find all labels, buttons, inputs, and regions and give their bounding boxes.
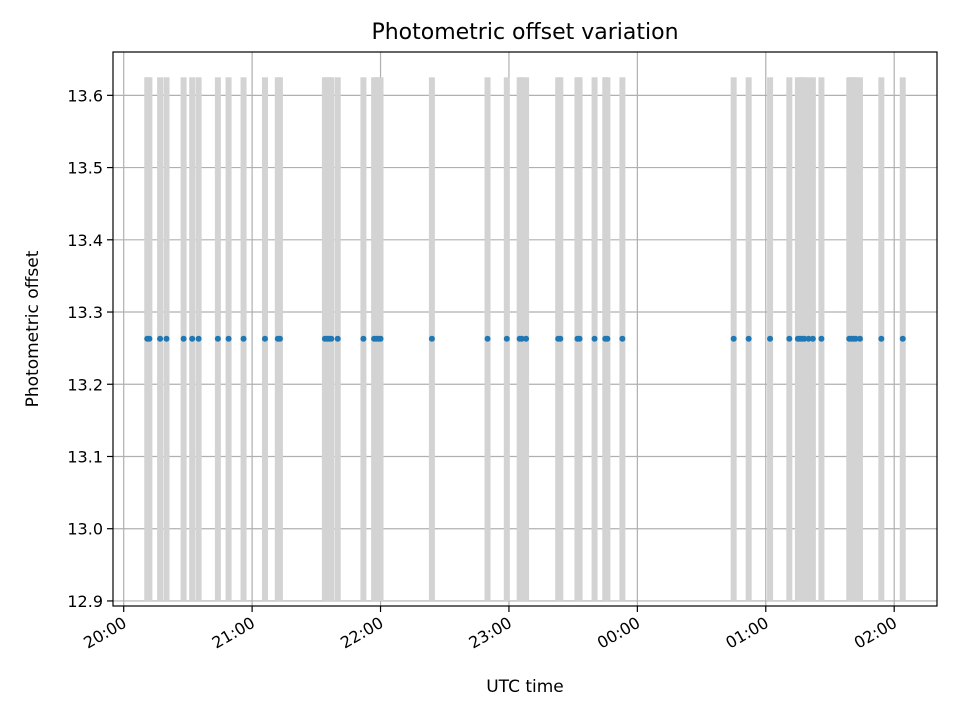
- y-tick-label: 13.3: [67, 303, 103, 322]
- data-point: [189, 335, 196, 342]
- data-point: [730, 335, 737, 342]
- data-point: [163, 335, 170, 342]
- data-point: [786, 335, 793, 342]
- data-point: [377, 335, 384, 342]
- data-point: [503, 335, 510, 342]
- data-point: [576, 335, 583, 342]
- data-point: [557, 335, 564, 342]
- data-point: [745, 335, 752, 342]
- y-tick-label: 13.1: [67, 447, 103, 466]
- plot-frame: [112, 51, 938, 607]
- data-point: [591, 335, 598, 342]
- data-point: [619, 335, 626, 342]
- y-tick-label: 13.5: [67, 159, 103, 178]
- y-tick-label: 13.2: [67, 375, 103, 394]
- data-point: [852, 335, 859, 342]
- y-tick-label: 13.0: [67, 520, 103, 539]
- data-point: [805, 335, 812, 342]
- data-point: [360, 335, 367, 342]
- data-point: [809, 335, 816, 342]
- data-point: [899, 335, 906, 342]
- data-point: [428, 335, 435, 342]
- y-tick-label: 13.4: [67, 231, 103, 250]
- data-point: [180, 335, 187, 342]
- data-point: [878, 335, 885, 342]
- data-point: [261, 335, 268, 342]
- data-point: [195, 335, 202, 342]
- data-point: [146, 335, 153, 342]
- data-point: [214, 335, 221, 342]
- data-point: [523, 335, 530, 342]
- data-point: [334, 335, 341, 342]
- data-points: [144, 335, 906, 342]
- chart-title: Photometric offset variation: [371, 20, 678, 45]
- data-point: [801, 335, 808, 342]
- data-point: [240, 335, 247, 342]
- data-point: [518, 335, 525, 342]
- y-axis-label: Photometric offset: [23, 250, 43, 407]
- y-tick-label: 12.9: [67, 592, 103, 611]
- data-point: [225, 335, 232, 342]
- data-point: [604, 335, 611, 342]
- data-point: [767, 335, 774, 342]
- data-point: [328, 335, 335, 342]
- data-point: [818, 335, 825, 342]
- data-point: [157, 335, 164, 342]
- x-axis-label: UTC time: [486, 677, 564, 697]
- y-tick-label: 13.6: [67, 86, 103, 105]
- data-point: [484, 335, 491, 342]
- data-point: [856, 335, 863, 342]
- data-point: [276, 335, 283, 342]
- y-axis-ticks: 12.9 13.0 13.1 13.2 13.3 13.4 13.5 13.6: [67, 86, 113, 611]
